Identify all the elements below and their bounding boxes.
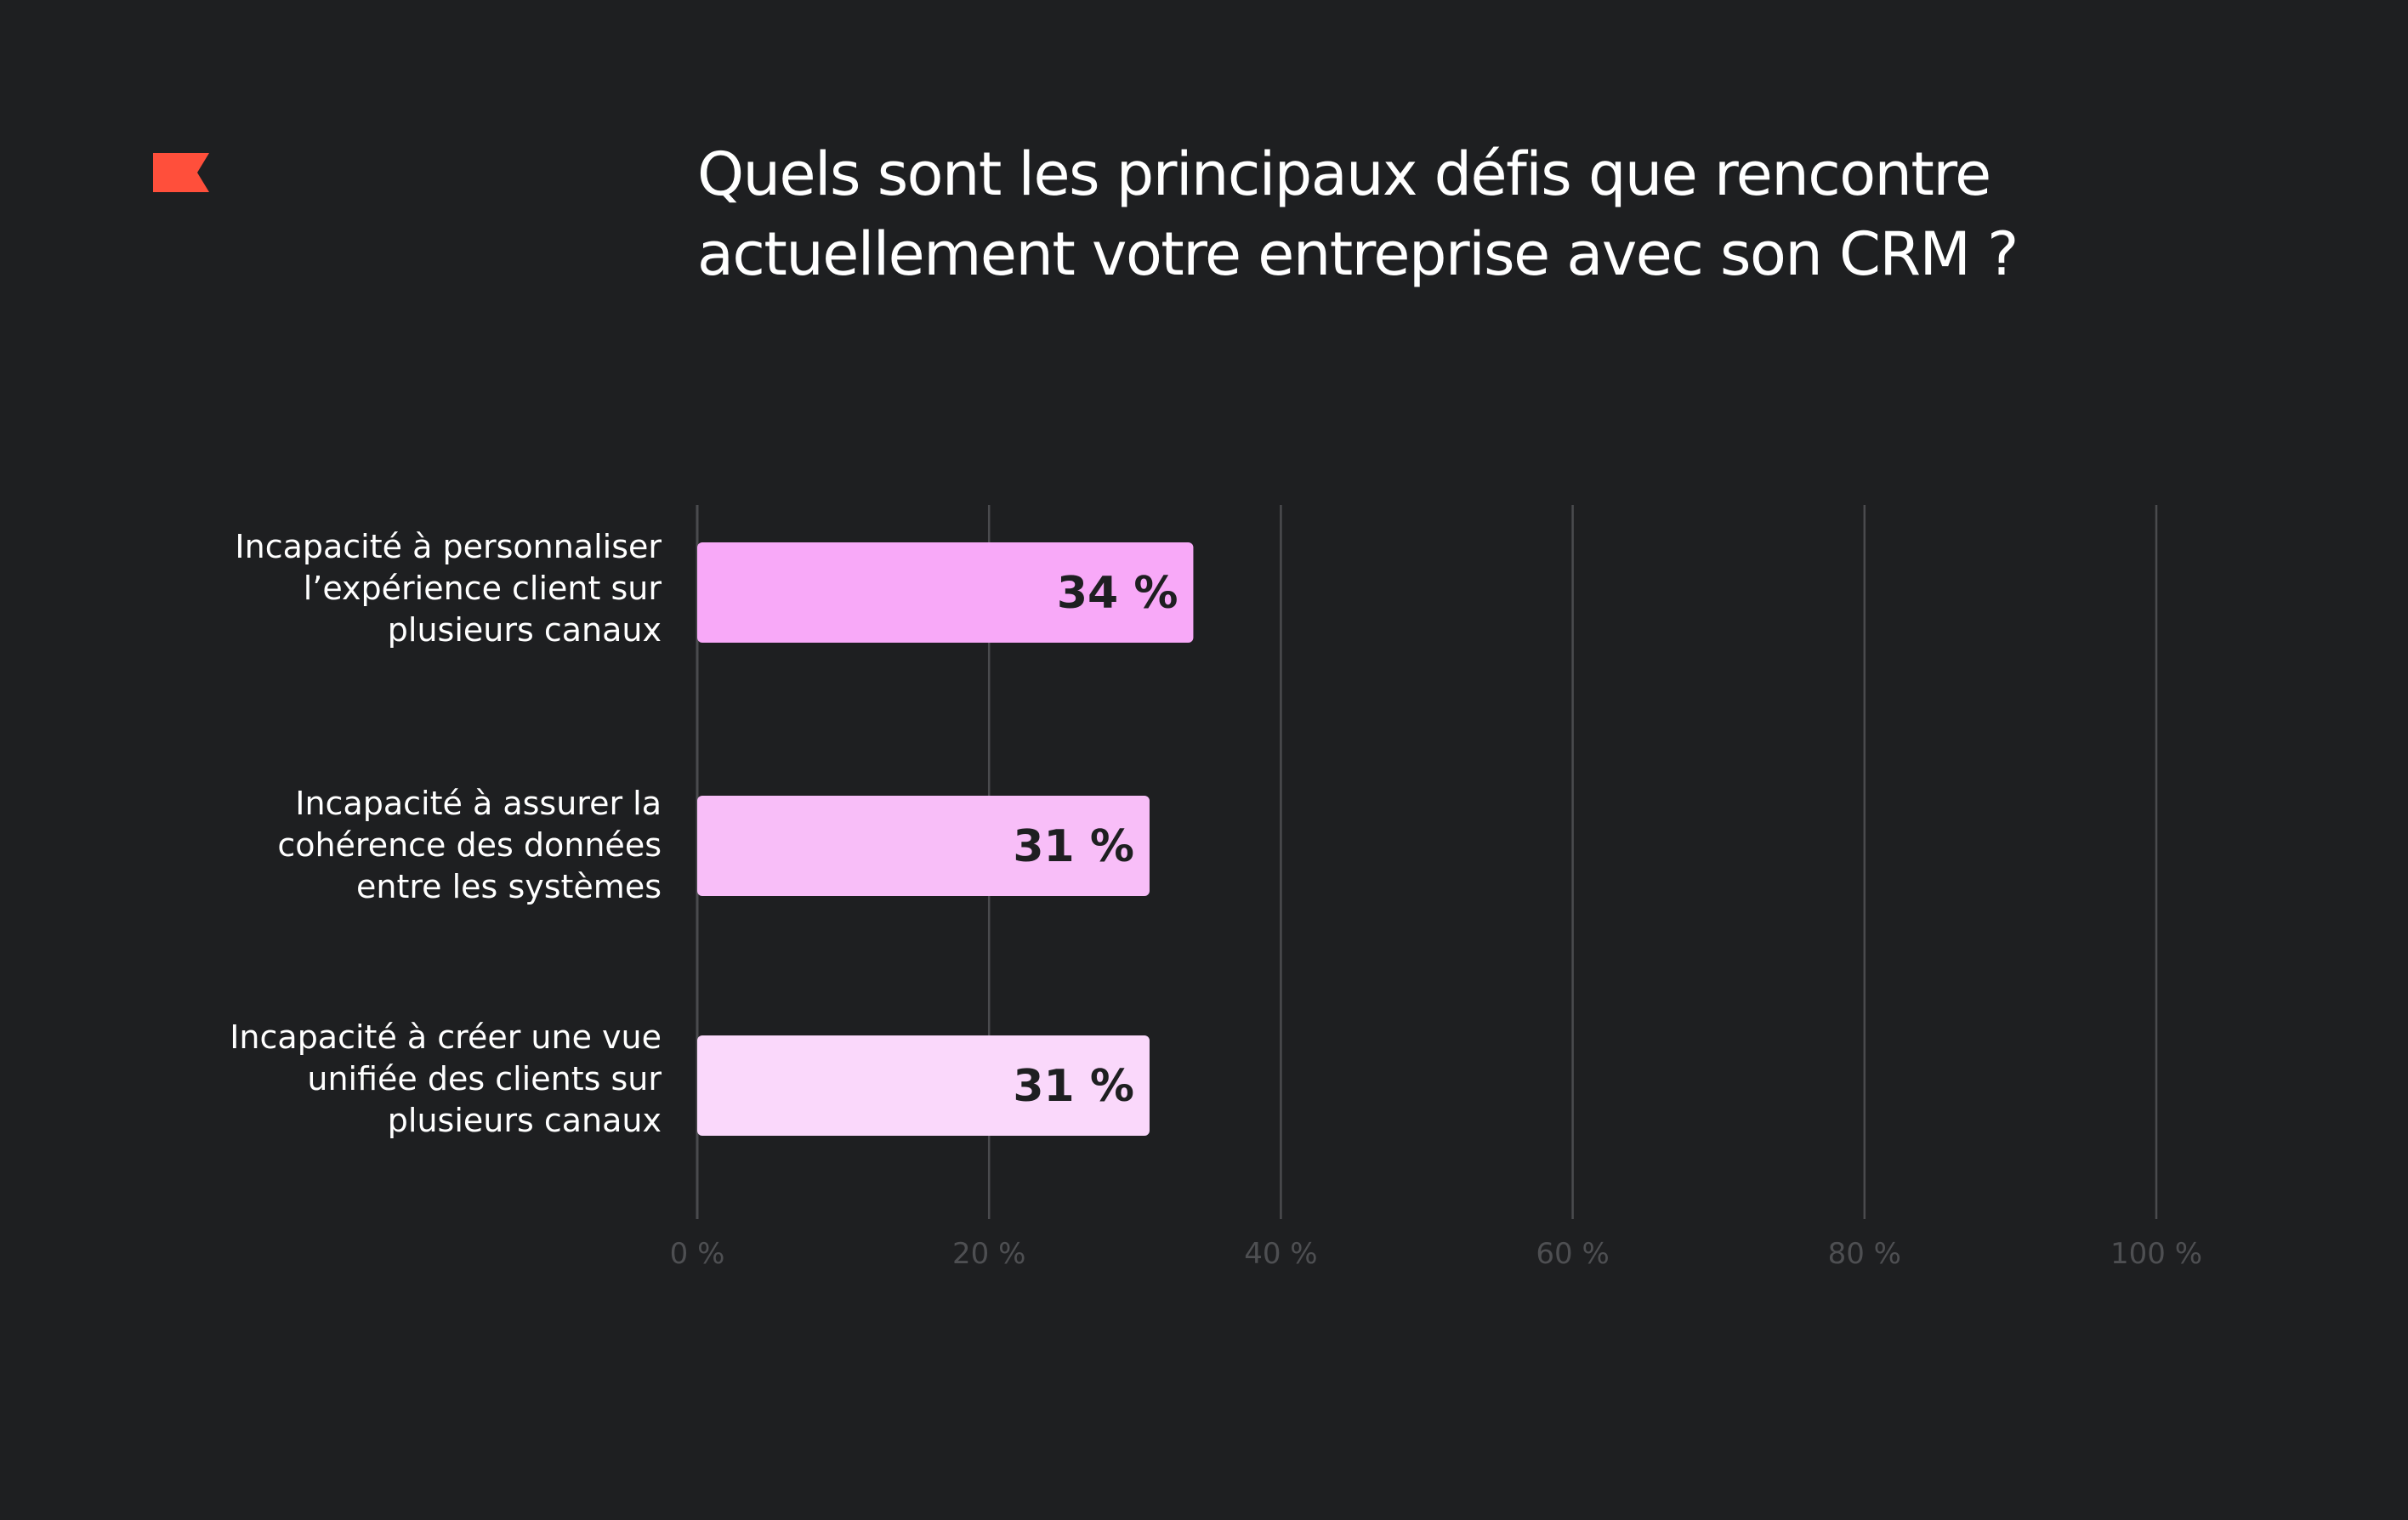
chart-title-line-2: actuellement votre entreprise avec son C…: [697, 219, 2019, 289]
category-label-2: Incapacité à assurer la cohérence des do…: [277, 785, 662, 905]
category-label-3: Incapacité à créer une vue unifiée des c…: [230, 1018, 662, 1139]
x-tick-label: 80 %: [1828, 1237, 1901, 1271]
bar-2: [697, 796, 1150, 896]
chart-title-line-1: Quels sont les principaux défis que renc…: [697, 139, 1991, 209]
bar-1: [697, 542, 1194, 643]
category-label-1: Incapacité à personnaliser l’expérience …: [235, 528, 662, 649]
bar-3: [697, 1035, 1150, 1136]
bar-value-label-1: 34 %: [1057, 568, 1178, 619]
bar-value-label-2: 31 %: [1013, 821, 1134, 872]
x-tick-label: 100 %: [2110, 1237, 2202, 1271]
bar-value-label-3: 31 %: [1013, 1061, 1134, 1112]
x-tick-label: 40 %: [1244, 1237, 1317, 1271]
x-tick-label: 60 %: [1536, 1237, 1609, 1271]
chart-title: Quels sont les principaux défis que renc…: [697, 134, 2228, 294]
flag-icon: [153, 153, 209, 192]
x-tick-label: 0 %: [670, 1237, 725, 1271]
x-tick-label: 20 %: [952, 1237, 1025, 1271]
